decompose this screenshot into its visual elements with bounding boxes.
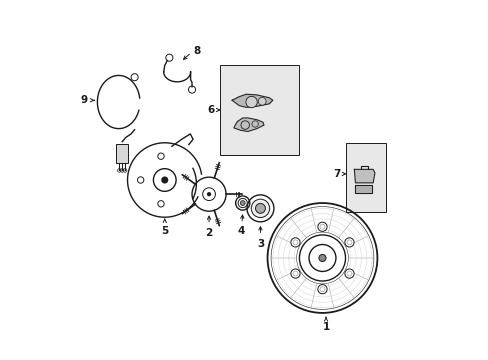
Bar (345, 143, 386, 212)
Circle shape (344, 269, 353, 278)
Circle shape (255, 203, 265, 213)
Text: 6: 6 (207, 105, 214, 115)
Text: 4: 4 (237, 226, 244, 237)
Bar (219, 65, 299, 155)
Circle shape (290, 238, 300, 247)
Circle shape (318, 255, 325, 261)
Circle shape (290, 269, 300, 278)
Bar (116, 144, 128, 163)
Circle shape (344, 238, 353, 247)
Text: 1: 1 (322, 322, 329, 332)
Circle shape (245, 96, 257, 108)
Polygon shape (354, 169, 374, 183)
Text: 3: 3 (256, 239, 264, 249)
Text: 7: 7 (332, 169, 340, 179)
Text: 8: 8 (193, 46, 200, 56)
Circle shape (206, 192, 211, 196)
Circle shape (161, 176, 168, 184)
Circle shape (317, 284, 326, 294)
Text: 9: 9 (80, 95, 87, 105)
Text: 5: 5 (161, 226, 168, 236)
Circle shape (258, 98, 265, 105)
Polygon shape (233, 118, 264, 131)
Polygon shape (355, 185, 371, 193)
Circle shape (317, 222, 326, 231)
Polygon shape (232, 94, 272, 107)
Text: 2: 2 (205, 228, 212, 238)
Circle shape (240, 201, 244, 206)
